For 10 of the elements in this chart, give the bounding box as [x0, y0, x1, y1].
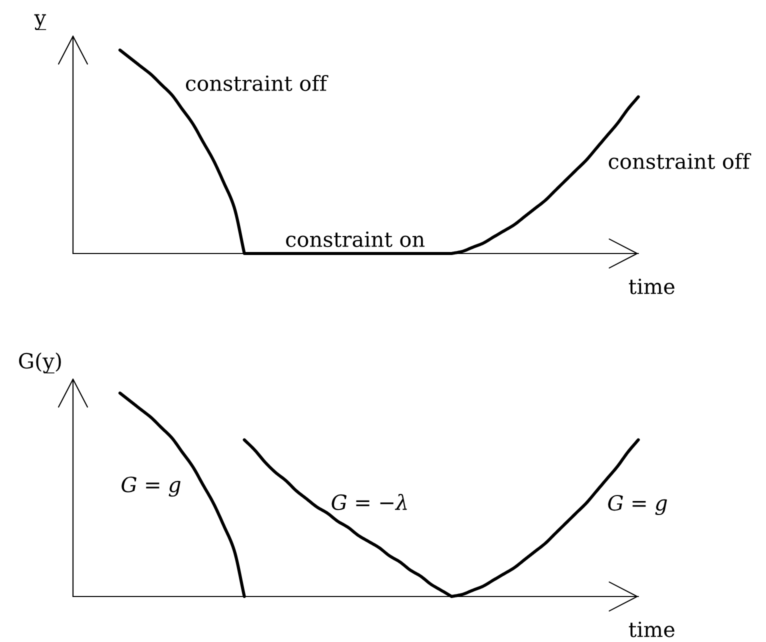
annotation: constraint on — [286, 231, 425, 248]
y-axis-title: y̲ — [34, 14, 46, 30]
annotation: G = g — [608, 494, 667, 516]
annotation: G = −λ — [332, 494, 407, 510]
annotation: constraint off — [186, 74, 328, 92]
y-axis-title: G(y̲) — [19, 352, 61, 374]
x-axis-title: time — [628, 278, 674, 294]
annotation: G = g — [122, 476, 180, 497]
x-axis-title: time — [628, 622, 674, 638]
annotation: constraint off — [608, 152, 752, 170]
